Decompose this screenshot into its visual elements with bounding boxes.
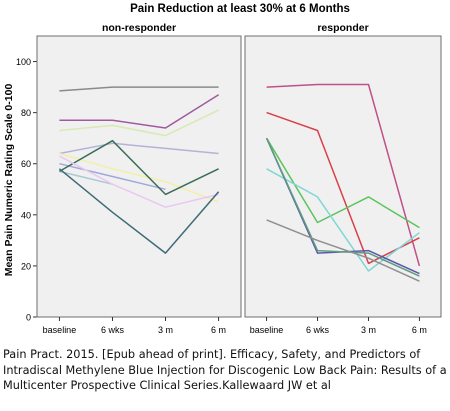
plot-area xyxy=(244,35,442,318)
x-tick-label: 3 m xyxy=(361,325,376,335)
y-tick-label: 0 xyxy=(26,313,31,323)
series-line xyxy=(59,162,166,191)
panel-responder: responder baseline 6 wks 3 m 6 m xyxy=(244,22,442,335)
series-line xyxy=(59,152,219,203)
x-tick-label: 6 m xyxy=(211,325,226,335)
plot-area xyxy=(36,35,242,318)
y-tick-label: 80 xyxy=(21,108,31,118)
series-line xyxy=(59,142,219,155)
series-line xyxy=(265,137,420,277)
citation-caption: Pain Pract. 2015. [Epub ahead of print].… xyxy=(3,348,447,392)
x-tick-label: 6 wks xyxy=(101,325,125,335)
series-line xyxy=(266,168,420,272)
y-tick-label: 100 xyxy=(16,57,31,67)
panel-title: non-responder xyxy=(102,22,176,34)
series-line xyxy=(266,219,420,282)
series-line xyxy=(265,137,420,229)
x-tick-label: 6 m xyxy=(412,325,427,335)
series-line xyxy=(59,139,219,196)
series-line xyxy=(59,170,113,185)
panel-title: responder xyxy=(317,22,368,34)
series-line xyxy=(59,86,219,92)
x-tick-label: baseline xyxy=(250,325,284,335)
line-chart: Pain Reduction at least 30% at 6 Months … xyxy=(3,3,442,335)
y-tick-label: 60 xyxy=(21,159,31,169)
y-axis: 0 20 40 60 80 100 xyxy=(16,57,37,323)
y-axis-label: Mean Pain Numeric Rating Scale 0-100 xyxy=(3,84,15,277)
chart-title: Pain Reduction at least 30% at 6 Months xyxy=(130,3,350,15)
series-line xyxy=(266,111,420,265)
y-tick-label: 20 xyxy=(21,261,31,271)
series-line xyxy=(59,109,219,137)
x-tick-label: 6 wks xyxy=(306,325,330,335)
x-tick-label: 3 m xyxy=(158,325,173,335)
series-line xyxy=(59,155,219,208)
panel-non-responder: non-responder baseline 6 wks 3 m 6 m xyxy=(36,22,242,335)
series-line xyxy=(59,94,219,129)
series-line xyxy=(266,83,421,267)
y-tick-label: 40 xyxy=(21,210,31,220)
x-tick-label: baseline xyxy=(43,325,77,335)
series-line xyxy=(58,168,220,254)
